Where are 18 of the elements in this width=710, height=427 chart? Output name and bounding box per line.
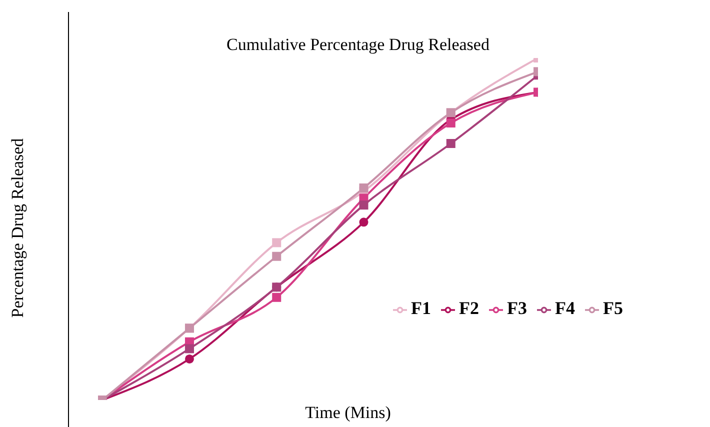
x-axis-title: Time (Mins)	[304, 403, 392, 423]
legend-label: F1	[411, 298, 431, 318]
chart-title: Cumulative Percentage Drug Released	[226, 35, 490, 55]
point	[446, 139, 456, 148]
legend-label: F4	[555, 298, 575, 318]
point	[272, 252, 282, 261]
point	[359, 218, 368, 227]
point	[446, 118, 456, 128]
point	[272, 238, 282, 248]
point	[184, 354, 194, 364]
legend-label: F3	[507, 298, 527, 318]
y-axis-title: Percentage Drug Released	[8, 137, 28, 320]
point	[184, 344, 194, 354]
legend-label: F2	[459, 298, 479, 318]
legend-label: F5	[603, 298, 623, 318]
point	[359, 200, 368, 210]
point	[359, 183, 368, 192]
point	[272, 292, 282, 302]
